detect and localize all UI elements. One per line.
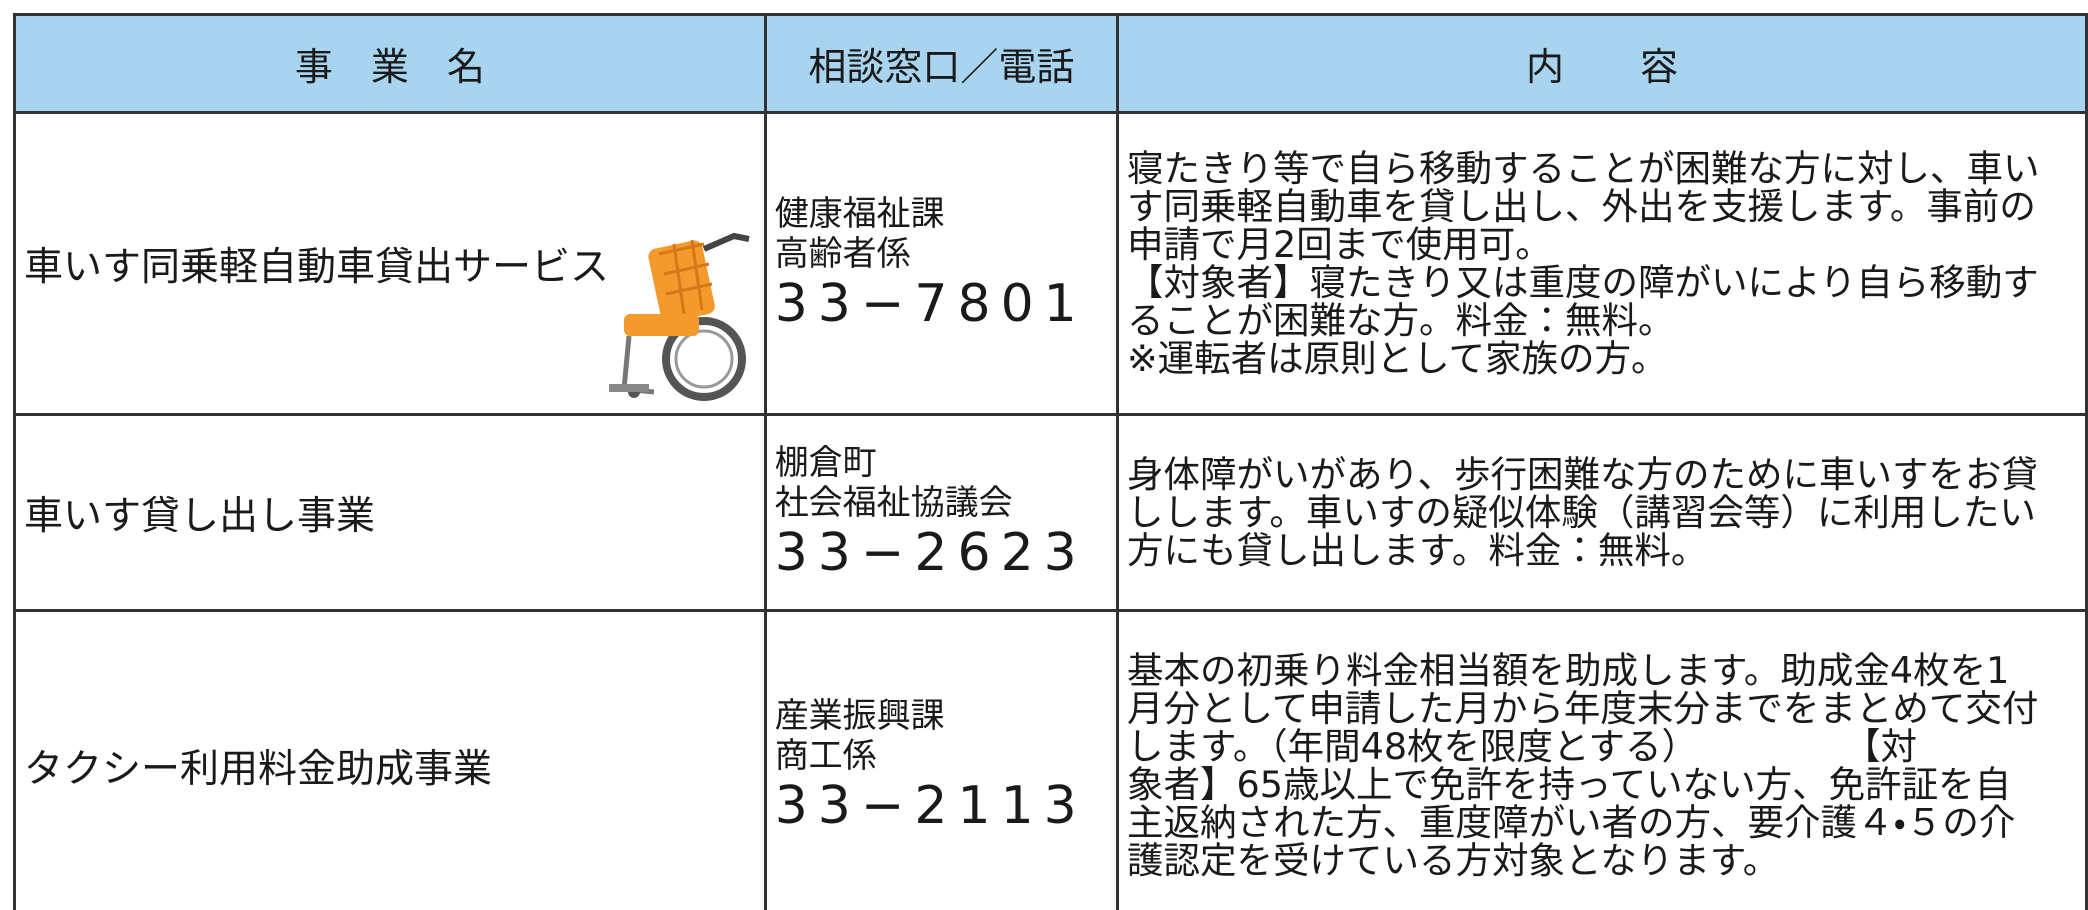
name-cell: 車いす同乗軽自動車貸出サービス	[13, 111, 767, 416]
content-line: します。（年間48枚を限度とする） 【対	[1127, 724, 1917, 768]
department: 棚倉町	[774, 442, 877, 483]
contact-cell: 健康福祉課 高齢者係 33−7801	[763, 111, 1120, 416]
content-line: しします。車いすの疑似体験（講習会等）に利用したい	[1127, 490, 2036, 534]
contact-cell: 棚倉町 社会福祉協議会 33−2623	[763, 413, 1120, 612]
content-line: 月分として申請した月から年度末分までをまとめて交付	[1127, 686, 2039, 730]
content-line: 主返納された方、重度障がい者の方、要介護４・５の介	[1127, 800, 2016, 844]
content-line: 身体障がいがあり、歩行困難な方のために車いすをお貸	[1127, 452, 2039, 496]
content-line: 【対象者】寝たきり又は重度の障がいにより自ら移動す	[1127, 260, 2039, 304]
service-name: タクシー利用料金助成事業	[24, 746, 493, 792]
name-cell: タクシー利用料金助成事業	[13, 609, 767, 910]
content-line: 基本の初乗り料金相当額を助成します。助成金4枚を1	[1127, 648, 2010, 692]
content-cell: 基本の初乗り料金相当額を助成します。助成金4枚を1 月分として申請した月から年度末…	[1116, 609, 2088, 910]
row: 車いす同乗軽自動車貸出サービス 健康福祉課 高齢者係 33−7801 寝たきり等…	[13, 111, 2088, 416]
header-row: 事 業 名 相談窓口／電話 内 容	[13, 13, 2088, 114]
content-line: ることが困難な方。料金：無料。	[1127, 298, 1675, 342]
header-cell: 内 容	[1116, 13, 2088, 114]
phone: 33−2623	[774, 522, 1087, 583]
department: 産業振興課	[774, 695, 945, 736]
content-line: 象者】65歳以上で免許を持っていない方、免許証を自	[1127, 762, 2012, 806]
phone: 33−7801	[774, 273, 1087, 334]
content-line: 寝たきり等で自ら移動することが困難な方に対し、車い	[1127, 146, 2040, 190]
row: 車いす貸し出し事業 棚倉町 社会福祉協議会 33−2623 身体障がいがあり、歩…	[13, 413, 2088, 612]
header-cell: 事 業 名	[13, 13, 767, 114]
department: 商工係	[774, 735, 877, 776]
header-cell: 相談窓口／電話	[763, 13, 1120, 114]
wheelchair-icon	[608, 232, 750, 401]
service-name: 車いす貸し出し事業	[24, 493, 376, 539]
content-cell: 身体障がいがあり、歩行困難な方のために車いすをお貸 しします。車いすの疑似体験（講…	[1116, 413, 2088, 612]
row: タクシー利用料金助成事業 産業振興課 商工係 33−2113 基本の初乗り料金相…	[13, 609, 2088, 910]
department: 健康福祉課	[774, 193, 945, 234]
content-line: 方にも貸し出します。料金：無料。	[1127, 528, 1708, 572]
department: 社会福祉協議会	[774, 482, 1013, 523]
phone: 33−2113	[774, 775, 1087, 836]
contact-cell: 産業振興課 商工係 33−2113	[763, 609, 1120, 910]
department: 高齢者係	[774, 233, 911, 274]
content-line: 護認定を受けている方対象となります。	[1127, 838, 1780, 882]
content-cell: 寝たきり等で自ら移動することが困難な方に対し、車い す同乗軽自動車を貸し出し、外出…	[1116, 111, 2088, 416]
service-table: 事 業 名 相談窓口／電話 内 容 車いす同乗軽自動車貸出サービス 健康福祉課 …	[13, 13, 2088, 910]
content-line: ※運転者は原則として家族の方。	[1127, 336, 1668, 380]
content-line: 申請で月2回まで使用可。	[1127, 222, 1552, 266]
content-line: す同乗軽自動車を貸し出し、外出を支援します。事前の	[1127, 184, 2036, 228]
name-cell: 車いす貸し出し事業	[13, 413, 767, 612]
service-name: 車いす同乗軽自動車貸出サービス	[24, 244, 610, 290]
